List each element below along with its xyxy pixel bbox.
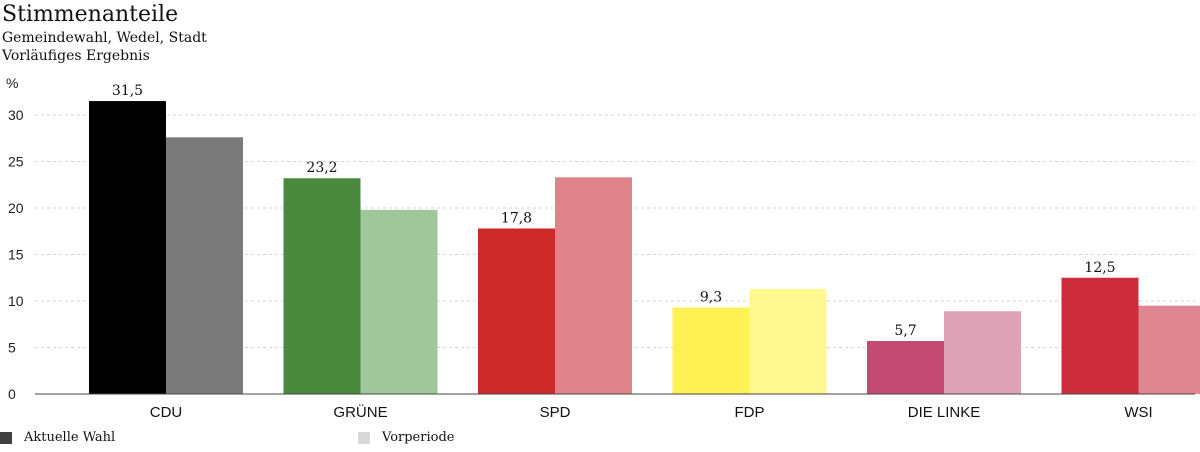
chart-subtitle-line-2: Vorläufiges Ergebnis [2, 48, 150, 64]
bar-current [478, 228, 555, 394]
y-tick-label: 30 [8, 107, 24, 123]
bar-previous [166, 137, 243, 394]
y-tick-label: 25 [8, 154, 24, 170]
bar-previous [360, 209, 438, 394]
chart-subtitle-line-1: Gemeindewahl, Wedel, Stadt [2, 30, 207, 46]
bar-previous [555, 177, 632, 394]
bar-current [867, 340, 944, 394]
data-label: 9,3 [700, 290, 722, 306]
legend-item-current: Aktuelle Wahl [0, 430, 115, 445]
bar-current [672, 307, 750, 394]
y-axis-label: % [6, 75, 18, 91]
bar-chart: 0 5 10 15 20 25 30% 31,5 CDU 23,2 GRÜNE 17,8 SPD 9,3 F… [6, 75, 1200, 421]
data-label: 17,8 [501, 210, 532, 226]
category-label: WSI [1124, 404, 1152, 421]
legend-swatch-current [0, 431, 12, 444]
data-label: 31,5 [112, 83, 143, 99]
category-label: FDP [735, 404, 765, 421]
bar-previous [944, 311, 1021, 394]
bar-previous [1138, 305, 1200, 394]
legend-swatch-previous [358, 431, 370, 444]
legend-label-current: Aktuelle Wahl [24, 430, 116, 445]
y-tick-label: 0 [8, 386, 16, 402]
bar-previous [749, 288, 827, 394]
bar-current [89, 101, 166, 395]
category-label: GRÜNE [333, 403, 387, 421]
legend-label-previous: Vorperiode [382, 430, 455, 445]
data-label: 23,2 [306, 160, 337, 176]
y-tick-label: 20 [8, 200, 24, 216]
category-label: CDU [150, 404, 183, 421]
bar-current [283, 178, 361, 394]
legend-item-previous: Vorperiode [358, 430, 454, 445]
data-label: 12,5 [1084, 260, 1115, 276]
y-tick-label: 5 [8, 340, 16, 356]
category-label: SPD [540, 404, 571, 421]
y-tick-label: 15 [8, 247, 24, 263]
chart-title: Stimmenanteile [2, 2, 179, 27]
category-label: DIE LINKE [908, 404, 981, 421]
y-tick-label: 10 [8, 293, 24, 309]
data-label: 5,7 [894, 323, 916, 339]
bar-current [1061, 277, 1139, 394]
